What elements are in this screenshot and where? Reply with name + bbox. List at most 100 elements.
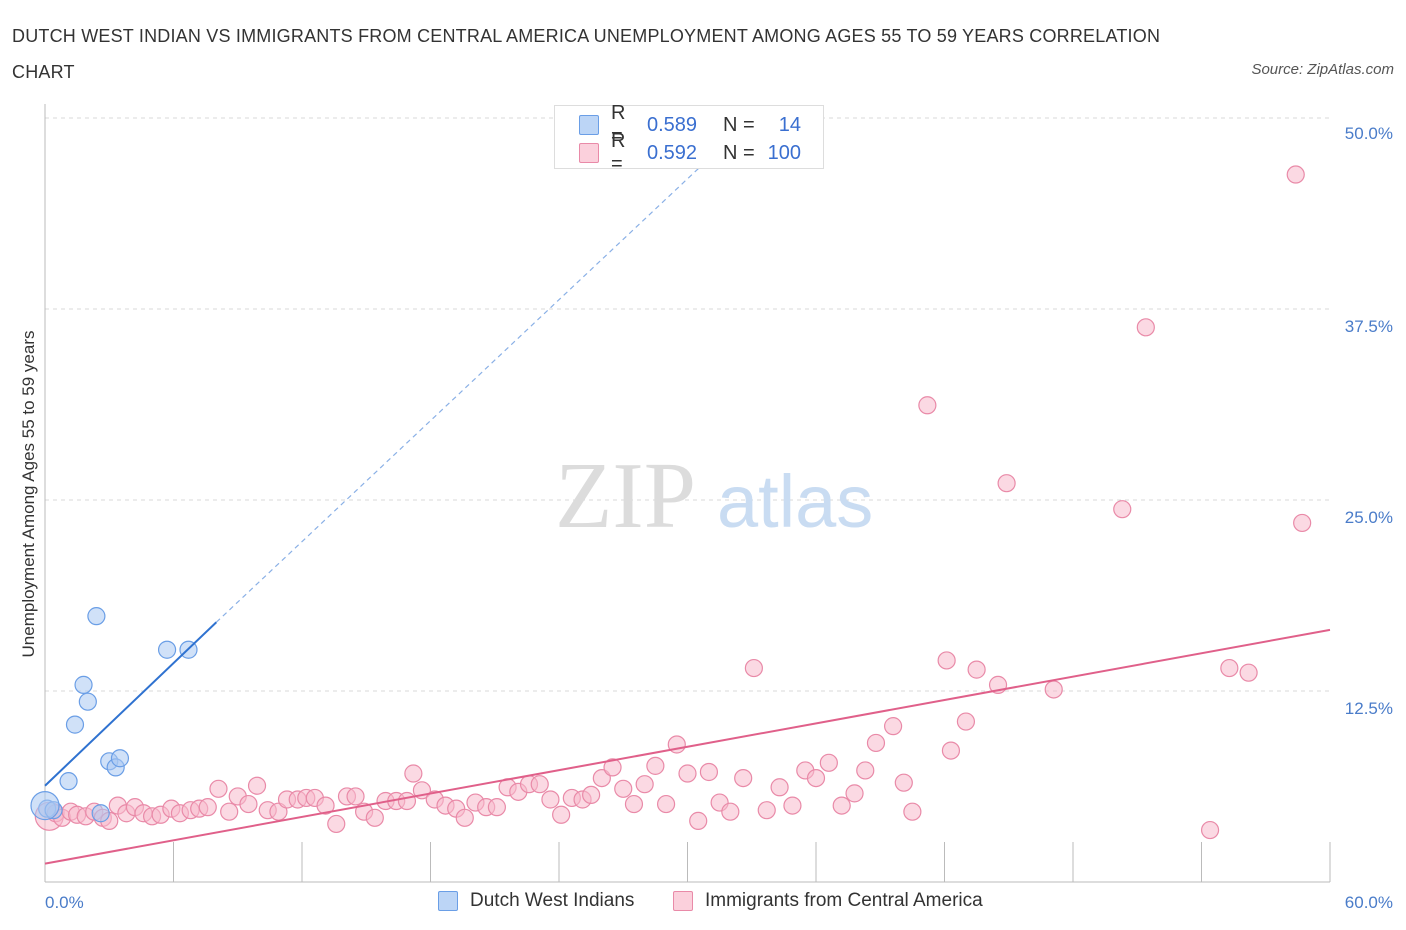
immigrants-point	[845, 784, 864, 803]
immigrants-point	[866, 733, 886, 753]
immigrants-point	[832, 796, 851, 815]
immigrants-point	[699, 762, 719, 782]
immigrants-point	[582, 785, 601, 805]
dutch-point	[78, 692, 97, 711]
legend-swatch-blue	[438, 891, 458, 911]
immigrants-point	[198, 798, 217, 817]
immigrants-point	[530, 775, 549, 794]
y-axis-label: Unemployment Among Ages 55 to 59 years	[19, 331, 38, 658]
legend-row-immigrants: R = 0.592 N = 100	[579, 130, 801, 175]
legend-row-dutch: R = 0.589 N = 14	[579, 102, 801, 147]
immigrants-point	[327, 814, 346, 834]
immigrants-point	[603, 758, 622, 777]
immigrants-point	[783, 796, 802, 815]
immigrants-point	[404, 764, 423, 783]
r-value: 0.592	[647, 141, 698, 164]
immigrants-point	[903, 802, 922, 821]
immigrants-point	[552, 805, 571, 824]
immigrants-point	[1044, 680, 1063, 699]
immigrants-point	[487, 798, 506, 817]
immigrants-point	[941, 741, 961, 760]
immigrants-point	[770, 778, 789, 797]
immigrants-point	[614, 779, 633, 798]
y-tick-label: 25.0%	[1345, 508, 1393, 527]
immigrants-point	[346, 787, 365, 806]
y-tick-label: 12.5%	[1345, 699, 1393, 718]
trend-lines	[44, 148, 1331, 865]
immigrants-point	[247, 776, 267, 795]
immigrants-point	[883, 717, 903, 736]
immigrants-point	[365, 808, 384, 827]
correlation-legend: R = 0.589 N = 14 R = 0.592 N = 100	[554, 102, 824, 175]
immigrants-point	[209, 779, 228, 798]
immigrants-point	[894, 773, 913, 792]
immigrants-point	[239, 794, 258, 814]
source-note: Source: ZipAtlas.com	[1251, 61, 1394, 78]
immigrants-point	[678, 764, 697, 783]
immigrants-point	[1220, 658, 1239, 678]
legend-item-dutch[interactable]: Dutch West Indians	[438, 890, 634, 912]
dutch-point	[59, 772, 78, 791]
immigrants-point	[967, 660, 986, 679]
immigrants-point	[937, 651, 956, 670]
r-value: 0.589	[647, 113, 698, 136]
x-tick-label: 0.0%	[45, 893, 84, 912]
gridlines	[45, 117, 1330, 692]
immigrants-point	[656, 794, 676, 814]
dutch-point	[87, 607, 106, 626]
immigrants-point	[689, 811, 708, 830]
legend-swatch-blue	[579, 115, 599, 135]
immigrants-point	[541, 790, 560, 809]
dutch-trend-extension	[215, 148, 721, 623]
immigrants-point	[734, 768, 753, 788]
dutch-points	[30, 607, 198, 823]
chart-title: DUTCH WEST INDIAN VS IMMIGRANTS FROM CEN…	[12, 26, 1161, 82]
immigrants-point	[918, 396, 937, 415]
immigrants-point	[856, 761, 875, 780]
immigrants-point	[635, 775, 654, 794]
dutch-point	[74, 675, 93, 694]
legend-label-dutch: Dutch West Indians	[470, 890, 635, 911]
legend-swatch-pink	[579, 143, 599, 163]
n-value: 14	[778, 113, 801, 136]
y-tick-label: 50.0%	[1345, 124, 1393, 143]
immigrants-point	[1113, 500, 1132, 519]
immigrants-point	[1200, 820, 1220, 840]
legend-item-immigrants[interactable]: Immigrants from Central America	[673, 890, 983, 912]
n-label: N =	[723, 113, 755, 136]
dutch-point	[110, 749, 130, 768]
immigrants-point	[397, 791, 417, 811]
series-legend: Dutch West Indians Immigrants from Centr…	[0, 890, 1406, 916]
legend-swatch-pink	[673, 891, 693, 911]
immigrants-point	[1239, 663, 1258, 682]
axes	[44, 104, 1331, 883]
n-label: N =	[723, 141, 755, 164]
immigrants-trend-line	[44, 628, 1331, 865]
watermark-atlas: atlas	[717, 460, 873, 543]
n-value: 100	[767, 141, 801, 164]
r-label: R =	[611, 130, 626, 175]
dutch-trend-line	[44, 621, 218, 787]
dutch-point	[91, 804, 110, 823]
immigrants-point	[1293, 513, 1312, 533]
tick-labels: 12.5% 25.0% 37.5% 50.0% 0.0% 60.0%	[45, 124, 1393, 912]
y-tick-label: 37.5%	[1345, 317, 1393, 336]
immigrants-point	[220, 802, 239, 821]
r-label: R =	[611, 102, 626, 147]
immigrants-point	[646, 756, 665, 775]
dutch-point	[157, 640, 177, 659]
immigrants-point	[1286, 165, 1305, 184]
watermark: ZIP atlas	[555, 444, 873, 548]
immigrants-point	[455, 808, 474, 827]
immigrants-point	[744, 658, 763, 678]
dutch-point	[30, 790, 60, 821]
immigrants-point	[316, 796, 335, 815]
immigrants-point	[997, 474, 1016, 493]
immigrants-point	[757, 801, 776, 820]
legend-label-immigrants: Immigrants from Central America	[705, 890, 983, 911]
immigrants-point	[819, 753, 838, 772]
immigrants-point	[806, 768, 826, 788]
immigrants-point	[956, 712, 976, 731]
x-tick-label: 60.0%	[1345, 893, 1393, 912]
